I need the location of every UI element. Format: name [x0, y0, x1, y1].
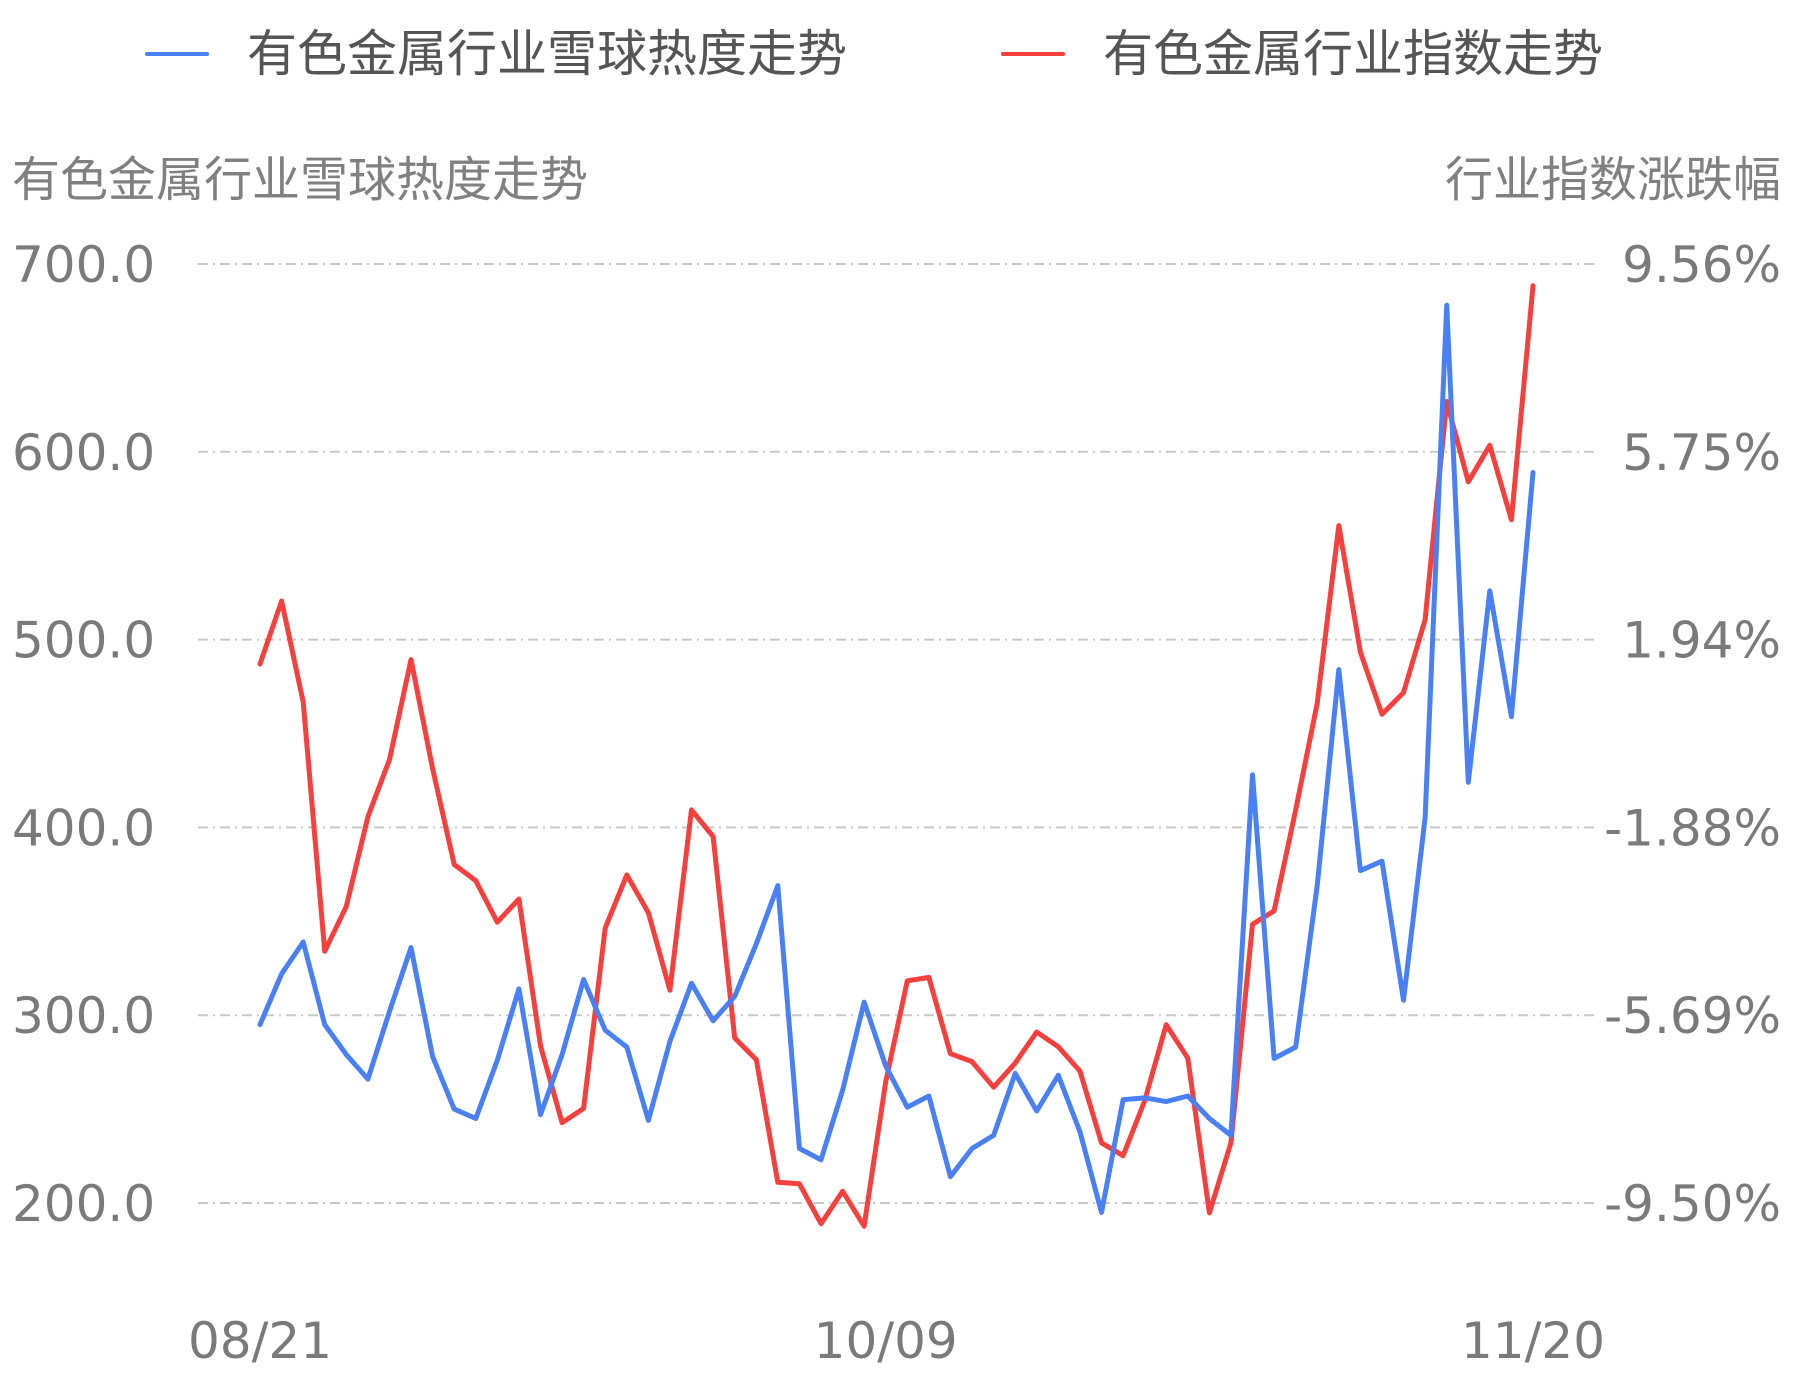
- legend-item-heat[interactable]: 有色金属行业雪球热度走势: [145, 25, 847, 83]
- left-tick-label: 500.0: [12, 612, 155, 670]
- legend: 有色金属行业雪球热度走势 有色金属行业指数走势: [145, 25, 1603, 83]
- right-tick-label: 1.94%: [1622, 612, 1781, 670]
- grid: [198, 263, 1598, 1204]
- right-axis-ticks: 9.56% 5.75% 1.94% -1.88% -5.69% -9.50%: [1604, 236, 1781, 1233]
- right-tick-label: -5.69%: [1604, 987, 1781, 1045]
- left-tick-label: 300.0: [12, 987, 155, 1045]
- right-tick-label: -1.88%: [1604, 799, 1781, 857]
- right-tick-label: -9.50%: [1604, 1175, 1781, 1233]
- series-line-heat: [257, 302, 1536, 1215]
- right-axis-title: 行业指数涨跌幅: [1445, 152, 1781, 208]
- left-axis-title: 有色金属行业雪球热度走势: [12, 152, 588, 208]
- legend-item-index[interactable]: 有色金属行业指数走势: [1001, 25, 1603, 83]
- x-tick-label: 11/20: [1461, 1312, 1605, 1370]
- x-tick-label: 10/09: [814, 1312, 958, 1370]
- left-tick-label: 200.0: [12, 1175, 155, 1233]
- right-tick-label: 5.75%: [1622, 424, 1781, 482]
- legend-label-heat: 有色金属行业雪球热度走势: [247, 25, 847, 83]
- left-tick-label: 600.0: [12, 424, 155, 482]
- legend-label-index: 有色金属行业指数走势: [1103, 25, 1603, 83]
- series-layer: [257, 283, 1536, 1229]
- series-line-index: [257, 283, 1536, 1229]
- left-axis-ticks: 700.0 600.0 500.0 400.0 300.0 200.0: [12, 236, 155, 1233]
- left-tick-label: 700.0: [12, 236, 155, 294]
- right-tick-label: 9.56%: [1622, 236, 1781, 294]
- x-axis-ticks: 08/21 10/09 11/20: [188, 1312, 1605, 1370]
- x-tick-label: 08/21: [188, 1312, 332, 1370]
- left-tick-label: 400.0: [12, 799, 155, 857]
